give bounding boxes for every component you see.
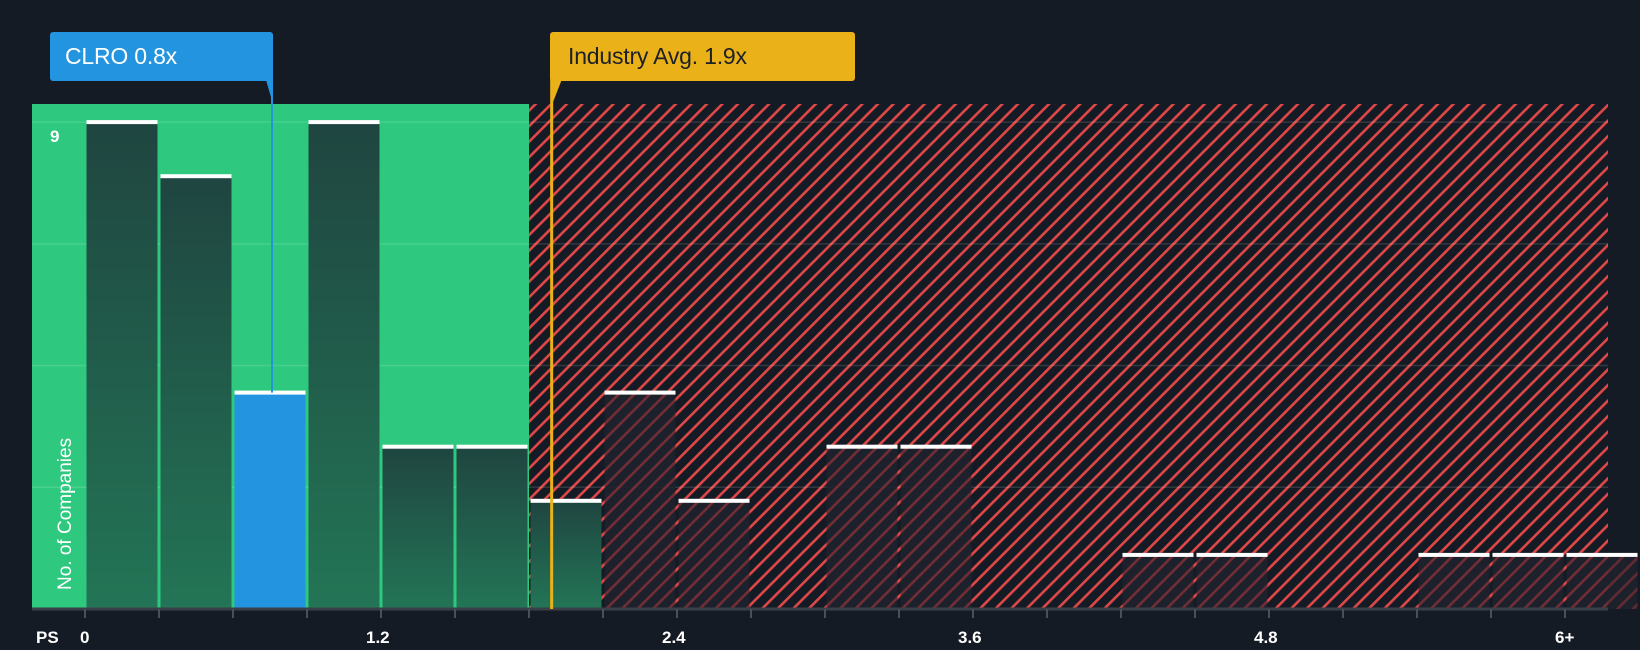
bar-cap bbox=[234, 390, 306, 395]
bar-cap bbox=[1566, 552, 1638, 557]
bar bbox=[826, 446, 898, 609]
bar bbox=[382, 446, 454, 609]
marker-lines bbox=[266, 74, 562, 609]
bar-cap bbox=[678, 498, 750, 503]
bar bbox=[86, 122, 158, 609]
x-tick-label: 2.4 bbox=[662, 628, 686, 647]
x-axis-prefix: PS bbox=[36, 628, 59, 647]
bar bbox=[308, 122, 380, 609]
bar bbox=[1418, 554, 1490, 609]
bar-cap bbox=[86, 120, 158, 125]
bar bbox=[1196, 554, 1268, 609]
company-marker-text: CLRO 0.8x bbox=[65, 43, 177, 69]
bar bbox=[678, 500, 750, 609]
bar bbox=[900, 446, 972, 609]
bar bbox=[1492, 554, 1564, 609]
industry-marker-pointer bbox=[550, 80, 562, 108]
bar-cap bbox=[604, 390, 676, 395]
bar bbox=[1122, 554, 1194, 609]
bar bbox=[456, 446, 528, 609]
bar-cap bbox=[456, 444, 528, 449]
x-tick-label: 1.2 bbox=[366, 628, 390, 647]
company-bar bbox=[234, 392, 306, 609]
x-tick-label: 6+ bbox=[1555, 628, 1575, 647]
bar-cap bbox=[1492, 552, 1564, 557]
bar-cap bbox=[382, 444, 454, 449]
bar-cap bbox=[1196, 552, 1268, 557]
company-marker-pointer bbox=[266, 80, 273, 104]
x-tick-label: 3.6 bbox=[958, 628, 982, 647]
bar bbox=[160, 176, 232, 609]
bar-cap bbox=[900, 444, 972, 449]
x-tick-label: 4.8 bbox=[1254, 628, 1278, 647]
industry-average-marker-label: Industry Avg. 1.9x bbox=[550, 32, 855, 81]
y-axis-max-tick: 9 bbox=[50, 127, 60, 146]
bar-cap bbox=[826, 444, 898, 449]
bar-cap bbox=[530, 498, 602, 503]
histogram-bars bbox=[86, 120, 1638, 609]
bar-cap bbox=[308, 120, 380, 125]
bar bbox=[1566, 554, 1638, 609]
company-marker-label: CLRO 0.8x bbox=[50, 32, 273, 81]
bar-cap bbox=[1418, 552, 1490, 557]
x-axis bbox=[32, 607, 1608, 618]
bar bbox=[530, 500, 602, 609]
x-tick-label: 0 bbox=[80, 628, 90, 647]
bar bbox=[604, 392, 676, 609]
bar-cap bbox=[160, 174, 232, 179]
bar-cap bbox=[1122, 552, 1194, 557]
industry-marker-text: Industry Avg. 1.9x bbox=[568, 43, 747, 69]
y-axis-label: No. of Companies bbox=[55, 437, 76, 590]
